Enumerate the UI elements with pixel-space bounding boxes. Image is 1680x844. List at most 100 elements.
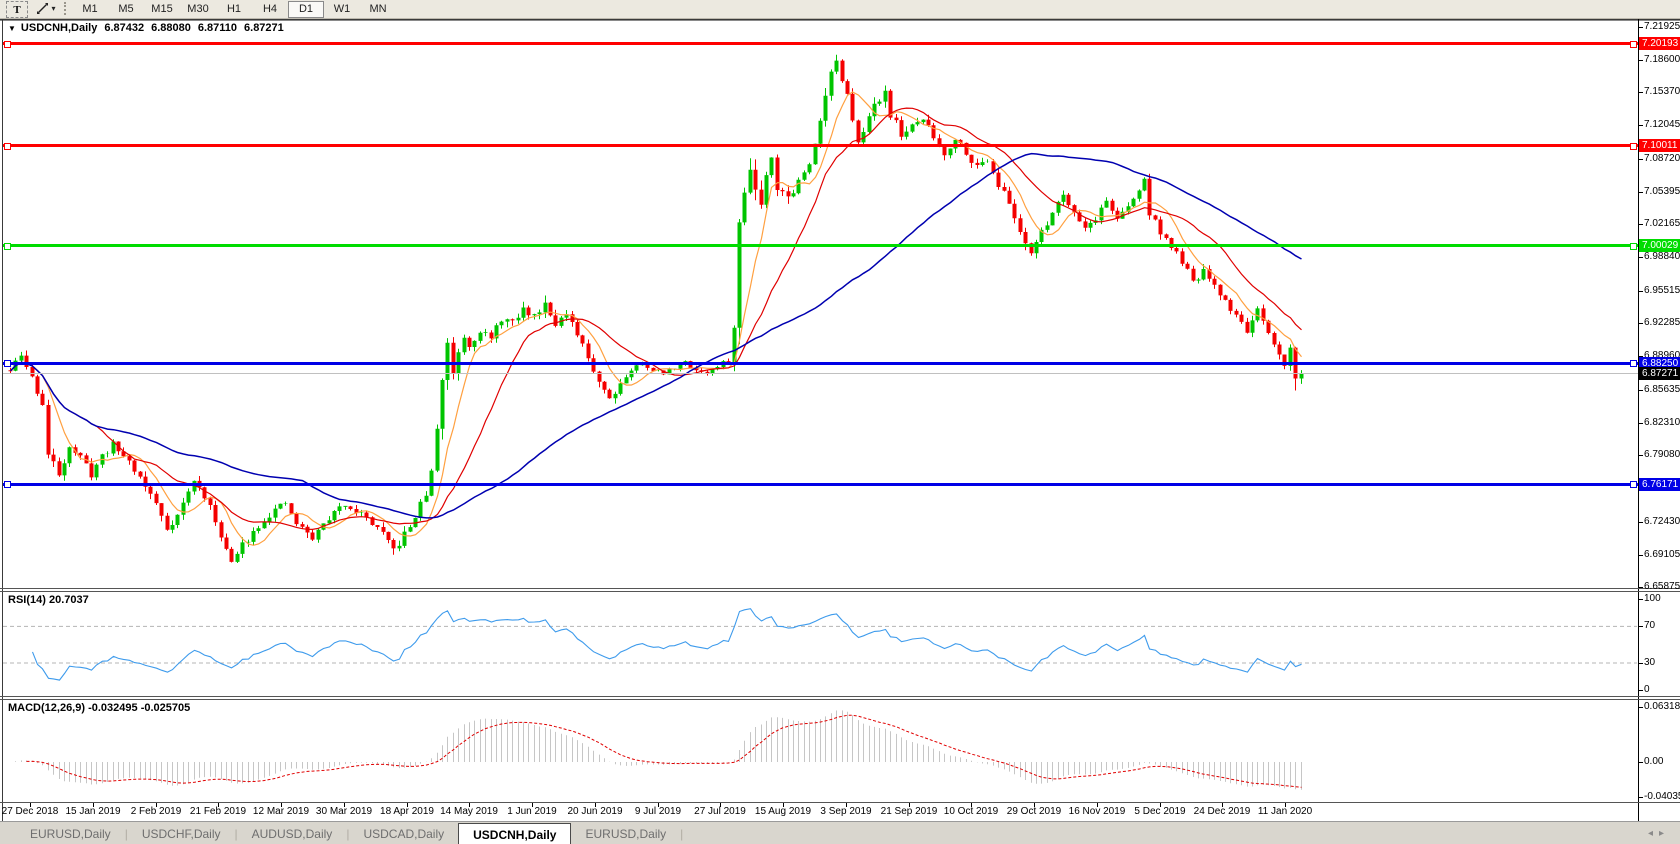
- price-level-line-7.10011[interactable]: [3, 144, 1638, 147]
- chart-tab-eurusd-daily[interactable]: EURUSD,Daily: [30, 826, 111, 841]
- main-rsi-separator[interactable]: [0, 588, 1680, 589]
- text-tool-label: T: [13, 3, 21, 16]
- symbol-label: USDCNH,Daily: [20, 22, 98, 34]
- price-axis-tickmark: [1638, 522, 1643, 523]
- date-axis-label: 27 Jul 2019: [694, 806, 746, 817]
- price-level-line-7.00029[interactable]: [3, 244, 1638, 247]
- price-axis-tick-label: 6.88960: [1644, 350, 1680, 361]
- price-axis-tickmark: [1638, 323, 1643, 324]
- timeframe-button-M15[interactable]: M15: [151, 3, 173, 15]
- price-axis-tickmark: [1638, 159, 1643, 160]
- ohlc-open: 6.87432: [104, 22, 145, 34]
- timeframe-button-MN[interactable]: MN: [369, 3, 387, 15]
- price-level-handle-6.76171-left[interactable]: [4, 481, 11, 488]
- ma-mid-line: [10, 107, 1302, 531]
- rsi-macd-separator[interactable]: [0, 696, 1680, 697]
- date-axis-tickmark: [658, 803, 659, 807]
- date-axis-label: 3 Sep 2019: [820, 806, 872, 817]
- date-axis-tickmark: [909, 803, 910, 807]
- date-axis-label: 21 Sep 2019: [880, 806, 938, 817]
- price-axis-tickmark: [1638, 423, 1643, 424]
- rsi-line: [31, 608, 1302, 681]
- price-level-handle-7.10011-right[interactable]: [1630, 143, 1637, 150]
- price-level-line-6.88250[interactable]: [3, 362, 1638, 365]
- date-axis-label: 27 Dec 2018: [1, 806, 59, 817]
- price-axis-tickmark: [1638, 555, 1643, 556]
- rsi-axis-tick-label: 0: [1644, 684, 1650, 695]
- price-level-handle-6.88250-left[interactable]: [4, 360, 11, 367]
- date-axis-label: 15 Aug 2019: [754, 806, 812, 817]
- rsi-axis-tick-label: 70: [1644, 620, 1656, 631]
- rsi-axis-tickmark: [1638, 626, 1643, 627]
- chart-tab-audusd-daily[interactable]: AUDUSD,Daily: [251, 826, 333, 841]
- date-axis-label: 10 Oct 2019: [943, 806, 999, 817]
- date-axis-tickmark: [344, 803, 345, 807]
- date-axis-label: 5 Dec 2019: [1134, 806, 1186, 817]
- chart-tab-usdchf-daily[interactable]: USDCHF,Daily: [141, 826, 221, 841]
- current-price-line: [3, 373, 1638, 374]
- timeframe-button-W1[interactable]: W1: [333, 3, 351, 15]
- macd-histogram: [15, 710, 1302, 790]
- price-axis-tickmark: [1638, 587, 1643, 588]
- chart-tab-usdcnh-daily[interactable]: USDCNH,Daily: [458, 823, 572, 844]
- date-axis-label: 9 Jul 2019: [634, 806, 682, 817]
- price-axis-tickmark: [1638, 125, 1643, 126]
- price-axis-tick-label: 6.98840: [1644, 251, 1680, 262]
- tabs-scroll-left-icon[interactable]: ◂: [1647, 828, 1659, 839]
- price-axis-tick-label: 7.12045: [1644, 119, 1680, 130]
- price-axis-tick-label: 7.05395: [1644, 186, 1680, 197]
- date-axis-tickmark: [595, 803, 596, 807]
- chart-tab-eurusd-daily[interactable]: EURUSD,Daily: [585, 826, 667, 841]
- price-level-badge-6.88250: 6.88250: [1639, 357, 1680, 370]
- ohlc-high: 6.88080: [151, 22, 191, 34]
- date-axis-tickmark: [846, 803, 847, 807]
- date-axis-label: 18 Apr 2019: [380, 806, 434, 817]
- rsi-axis-tick-label: 100: [1644, 593, 1661, 604]
- date-axis-tickmark: [1222, 803, 1223, 807]
- price-level-handle-7.20193-right[interactable]: [1630, 41, 1637, 48]
- price-axis-tickmark: [1638, 92, 1643, 93]
- price-axis-tick-label: 7.15370: [1644, 86, 1680, 97]
- date-axis-label: 20 Jun 2019: [567, 806, 623, 817]
- price-level-badge-7.20193: 7.20193: [1639, 37, 1680, 50]
- date-axis-tickmark: [1160, 803, 1161, 807]
- timeframe-button-D1[interactable]: D1: [288, 1, 324, 18]
- top-toolbar: T ▾ M1 M5 M15 M30 H1 H4 D1 W1 MN: [0, 0, 1680, 19]
- price-axis-tick-label: 6.65875: [1644, 581, 1680, 592]
- rsi-axis-tickmark: [1638, 599, 1643, 600]
- price-level-handle-7.10011-left[interactable]: [4, 143, 11, 150]
- price-level-handle-7.00029-left[interactable]: [4, 243, 11, 250]
- timeframe-group: M1 M5 M15 M30 H1 H4 D1 W1 MN: [72, 1, 396, 18]
- macd-value: -0.032495: [88, 702, 138, 714]
- timeframe-button-M5[interactable]: M5: [118, 3, 134, 15]
- price-level-handle-6.88250-right[interactable]: [1630, 360, 1637, 367]
- chart-tab-usdcad-daily[interactable]: USDCAD,Daily: [363, 826, 445, 841]
- rsi-axis-tickmark: [1638, 690, 1643, 691]
- date-axis-label: 14 May 2019: [440, 806, 498, 817]
- timeframe-button-H4[interactable]: H4: [262, 3, 278, 15]
- price-level-handle-7.00029-right[interactable]: [1630, 243, 1637, 250]
- macd-axis-tick-label: 0.063184: [1644, 701, 1680, 712]
- cursor-tool-button[interactable]: ▾: [33, 1, 59, 16]
- timeframe-button-M1[interactable]: M1: [82, 3, 98, 15]
- collapse-triangle-icon[interactable]: ▼: [8, 23, 16, 33]
- price-level-handle-6.76171-right[interactable]: [1630, 481, 1637, 488]
- tabs-scroll-right-icon[interactable]: ▸: [1658, 828, 1670, 839]
- date-axis-tickmark: [407, 803, 408, 807]
- price-axis-tickmark: [1638, 455, 1643, 456]
- date-axis-tickmark: [720, 803, 721, 807]
- price-level-line-7.20193[interactable]: [3, 42, 1638, 45]
- price-level-line-6.76171[interactable]: [3, 483, 1638, 486]
- timeframe-button-H1[interactable]: H1: [226, 3, 242, 15]
- timeframe-button-M30[interactable]: M30: [187, 3, 209, 15]
- price-axis-tick-label: 7.18600: [1644, 54, 1680, 65]
- price-axis-tick-label: 6.72430: [1644, 516, 1680, 527]
- price-level-handle-7.20193-left[interactable]: [4, 41, 11, 48]
- tabs-scroll-arrows[interactable]: ◂▸: [1648, 828, 1670, 839]
- text-tool-button[interactable]: T: [6, 1, 28, 18]
- macd-bottom-border: [0, 802, 1680, 803]
- ma-slow-line: [9, 152, 1302, 519]
- ohlc-close: 6.87271: [244, 22, 284, 34]
- toolbar-separator: [64, 2, 66, 15]
